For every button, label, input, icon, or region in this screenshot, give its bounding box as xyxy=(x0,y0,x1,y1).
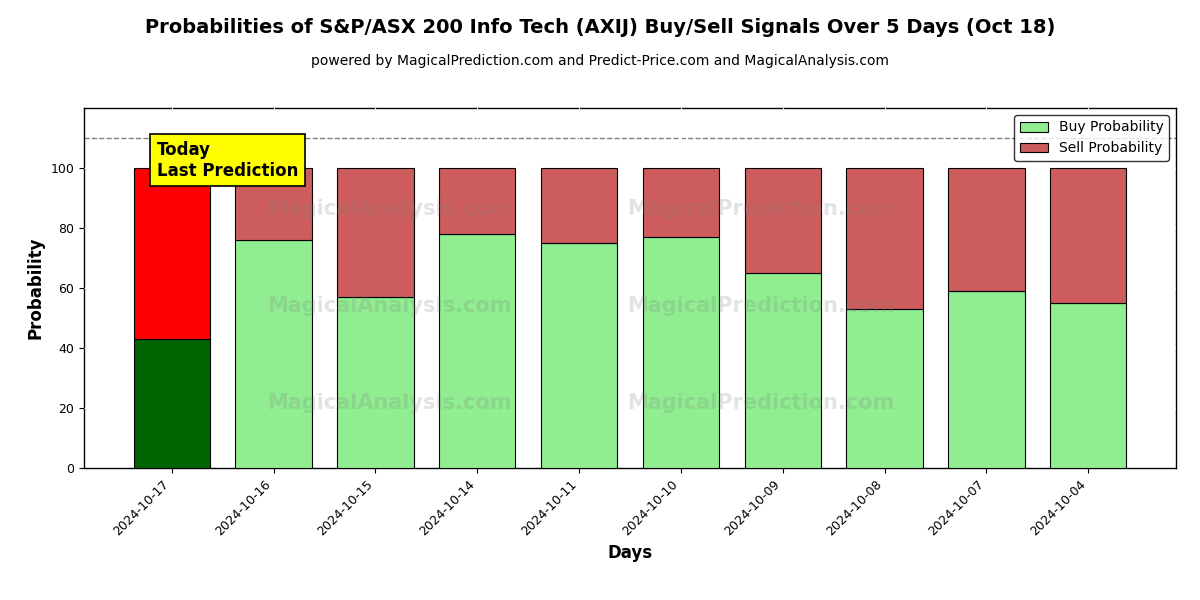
Bar xyxy=(439,234,516,468)
Text: MagicalPrediction.com: MagicalPrediction.com xyxy=(628,199,895,219)
Bar xyxy=(337,297,414,468)
Bar xyxy=(337,168,414,297)
Text: MagicalAnalysis.com: MagicalAnalysis.com xyxy=(268,393,512,413)
Bar xyxy=(133,339,210,468)
Legend: Buy Probability, Sell Probability: Buy Probability, Sell Probability xyxy=(1014,115,1169,161)
Text: Today
Last Prediction: Today Last Prediction xyxy=(156,141,298,180)
Bar xyxy=(643,168,719,237)
Bar xyxy=(541,243,617,468)
Bar xyxy=(1050,168,1127,303)
Bar xyxy=(541,168,617,243)
Text: MagicalPrediction.com: MagicalPrediction.com xyxy=(628,393,895,413)
Bar xyxy=(1050,303,1127,468)
X-axis label: Days: Days xyxy=(607,544,653,562)
Text: MagicalAnalysis.com: MagicalAnalysis.com xyxy=(268,296,512,316)
Text: powered by MagicalPrediction.com and Predict-Price.com and MagicalAnalysis.com: powered by MagicalPrediction.com and Pre… xyxy=(311,54,889,68)
Bar xyxy=(643,237,719,468)
Bar xyxy=(235,168,312,240)
Y-axis label: Probability: Probability xyxy=(26,237,44,339)
Bar xyxy=(439,168,516,234)
Bar xyxy=(744,168,821,273)
Text: MagicalAnalysis.com: MagicalAnalysis.com xyxy=(268,199,512,219)
Bar xyxy=(948,168,1025,291)
Bar xyxy=(235,240,312,468)
Bar xyxy=(846,309,923,468)
Text: Probabilities of S&P/ASX 200 Info Tech (AXIJ) Buy/Sell Signals Over 5 Days (Oct : Probabilities of S&P/ASX 200 Info Tech (… xyxy=(145,18,1055,37)
Bar xyxy=(133,168,210,339)
Bar xyxy=(846,168,923,309)
Bar xyxy=(744,273,821,468)
Bar xyxy=(948,291,1025,468)
Text: MagicalPrediction.com: MagicalPrediction.com xyxy=(628,296,895,316)
